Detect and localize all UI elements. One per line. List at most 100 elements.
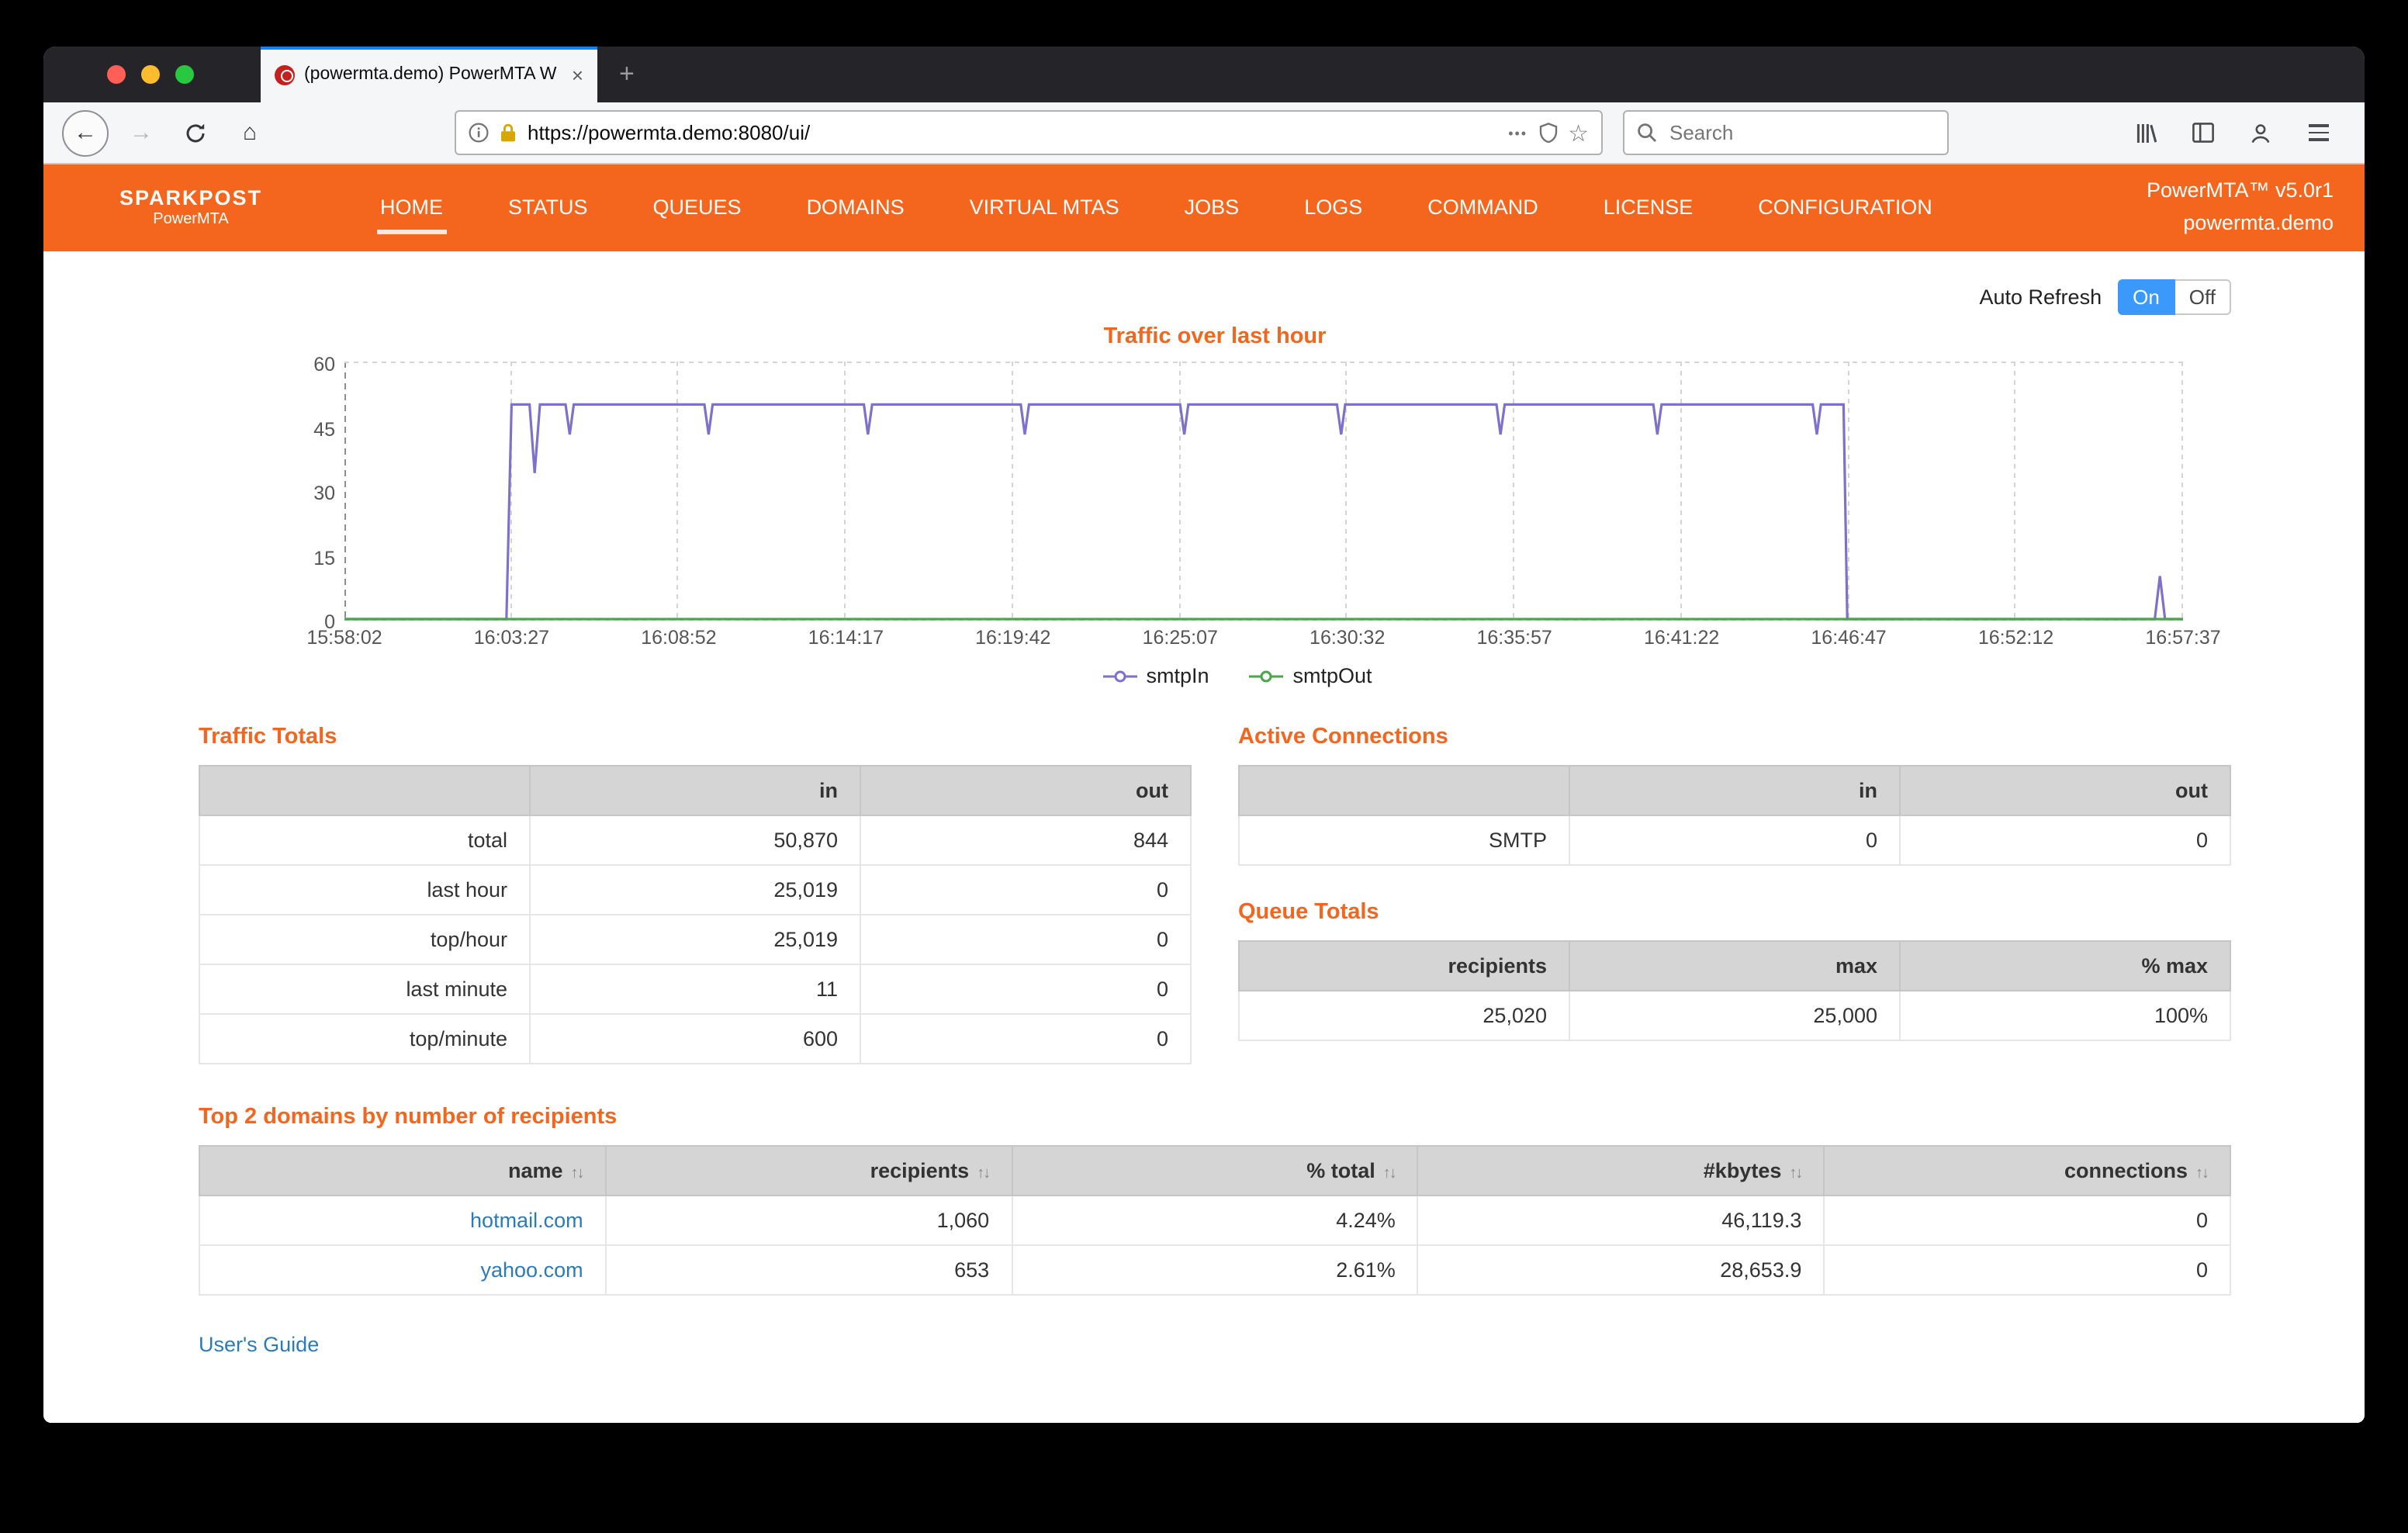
- x-tick-label: 16:41:22: [1644, 627, 1719, 649]
- legend-item-smtpIn[interactable]: smtpIn: [1102, 664, 1209, 687]
- traffic-totals-title: Traffic Totals: [199, 725, 1192, 749]
- minimize-traffic-light[interactable]: [141, 65, 160, 84]
- url-bar[interactable]: https://powermta.demo:8080/ui/ ••• ☆: [455, 110, 1603, 155]
- shield-icon[interactable]: [1538, 123, 1557, 143]
- nav-item-domains[interactable]: DOMAINS: [774, 182, 937, 234]
- x-tick-label: 16:08:52: [641, 627, 716, 649]
- toolbar-right-icons: [2124, 111, 2346, 154]
- back-button[interactable]: ←: [62, 109, 109, 156]
- chart-x-axis: 15:58:0216:03:2716:08:5216:14:1716:19:42…: [344, 621, 2183, 652]
- x-tick-label: 16:46:47: [1811, 627, 1886, 649]
- y-tick-label: 15: [313, 547, 335, 569]
- sparkpost-logo[interactable]: SPARKPOST PowerMTA: [74, 186, 307, 230]
- sort-icon[interactable]: ↑↓: [977, 1165, 989, 1182]
- x-tick-label: 16:19:42: [975, 627, 1050, 649]
- sort-icon[interactable]: ↑↓: [1383, 1165, 1396, 1182]
- nav-item-home[interactable]: HOME: [348, 182, 476, 234]
- close-traffic-light[interactable]: [107, 65, 126, 84]
- brand-name: SPARKPOST: [74, 186, 307, 211]
- new-tab-button[interactable]: +: [619, 59, 635, 90]
- nav-item-jobs[interactable]: JOBS: [1152, 182, 1272, 234]
- active-connections-table: inoutSMTP00: [1238, 765, 2231, 866]
- search-input[interactable]: [1666, 119, 1935, 146]
- top-domains-section: Top 2 domains by number of recipients na…: [199, 1105, 2231, 1296]
- version-block: PowerMTA™ v5.0r1 powermta.demo: [2147, 175, 2334, 241]
- domain-link[interactable]: hotmail.com: [470, 1209, 583, 1232]
- account-icon[interactable]: [2239, 111, 2282, 154]
- search-icon: [1637, 123, 1657, 143]
- nav-item-virtual-mtas[interactable]: VIRTUAL MTAS: [937, 182, 1152, 234]
- nav-item-command[interactable]: COMMAND: [1395, 182, 1571, 234]
- column-header[interactable]: name↑↓: [199, 1146, 606, 1196]
- nav-item-queues[interactable]: QUEUES: [621, 182, 774, 234]
- table-row: total50,870844: [199, 815, 1191, 865]
- search-box[interactable]: [1623, 110, 1949, 155]
- brand-product: PowerMTA: [74, 211, 307, 230]
- home-button[interactable]: ⌂: [228, 111, 272, 154]
- x-tick-label: 15:58:02: [306, 627, 382, 649]
- column-header: % max: [1900, 941, 2230, 991]
- site-favicon-icon: [275, 64, 295, 85]
- legend-item-smtpOut[interactable]: smtpOut: [1250, 664, 1372, 687]
- x-tick-label: 16:14:17: [808, 627, 884, 649]
- url-text[interactable]: https://powermta.demo:8080/ui/: [528, 121, 1497, 144]
- nav-item-configuration[interactable]: CONFIGURATION: [1725, 182, 1965, 234]
- nav-item-status[interactable]: STATUS: [476, 182, 621, 234]
- table-row: SMTP00: [1239, 815, 2230, 865]
- table-row: last hour25,0190: [199, 865, 1191, 915]
- bookmark-star-icon[interactable]: ☆: [1568, 119, 1589, 147]
- legend-marker-icon: [1250, 668, 1284, 683]
- legend-label: smtpOut: [1293, 664, 1372, 687]
- library-icon[interactable]: [2124, 111, 2168, 154]
- column-header: out: [860, 766, 1191, 815]
- column-header: in: [530, 766, 860, 815]
- legend-marker-icon: [1102, 668, 1137, 683]
- chart-plot-area: [344, 362, 2183, 621]
- reload-button[interactable]: [174, 111, 217, 154]
- page-content: Auto Refresh On Off Traffic over last ho…: [43, 251, 2365, 1423]
- browser-tab-bar: (powermta.demo) PowerMTA W × +: [43, 47, 2365, 102]
- info-icon[interactable]: [469, 123, 489, 143]
- sort-icon[interactable]: ↑↓: [1789, 1165, 1801, 1182]
- forward-button[interactable]: →: [119, 111, 163, 154]
- sort-icon[interactable]: ↑↓: [571, 1165, 583, 1182]
- traffic-lights: [43, 47, 194, 102]
- chart-y-axis: 015304560: [292, 362, 338, 621]
- auto-refresh-toggle: On Off: [2117, 279, 2231, 315]
- zoom-traffic-light[interactable]: [175, 65, 194, 84]
- menu-icon[interactable]: [2296, 111, 2340, 154]
- nav-item-license[interactable]: LICENSE: [1571, 182, 1726, 234]
- x-tick-label: 16:03:27: [474, 627, 549, 649]
- column-header: [1239, 766, 1569, 815]
- column-header[interactable]: % total↑↓: [1012, 1146, 1418, 1196]
- column-header[interactable]: recipients↑↓: [606, 1146, 1012, 1196]
- auto-refresh-on-button[interactable]: On: [2117, 279, 2175, 315]
- page-actions-icon[interactable]: •••: [1508, 125, 1527, 140]
- column-header[interactable]: connections↑↓: [1824, 1146, 2230, 1196]
- column-header[interactable]: #kbytes↑↓: [1418, 1146, 1825, 1196]
- queue-totals-table: recipientsmax% max25,02025,000100%: [1238, 940, 2231, 1041]
- column-header: max: [1569, 941, 1900, 991]
- sort-icon[interactable]: ↑↓: [2195, 1165, 2208, 1182]
- users-guide-link[interactable]: User's Guide: [199, 1333, 319, 1356]
- main-nav-menu: HOMESTATUSQUEUESDOMAINSVIRTUAL MTASJOBSL…: [348, 182, 1965, 234]
- column-header: in: [1569, 766, 1900, 815]
- auto-refresh-row: Auto Refresh On Off: [199, 279, 2231, 315]
- table-row: last minute110: [199, 964, 1191, 1014]
- nav-item-logs[interactable]: LOGS: [1271, 182, 1395, 234]
- y-tick-label: 60: [313, 354, 335, 375]
- tab-close-icon[interactable]: ×: [572, 64, 583, 85]
- sidebar-icon[interactable]: [2181, 111, 2225, 154]
- x-tick-label: 16:57:37: [2145, 627, 2220, 649]
- browser-tab-active[interactable]: (powermta.demo) PowerMTA W ×: [261, 47, 597, 102]
- top-domains-table: name↑↓recipients↑↓% total↑↓#kbytes↑↓conn…: [199, 1145, 2231, 1296]
- domain-link[interactable]: yahoo.com: [481, 1258, 583, 1282]
- auto-refresh-off-button[interactable]: Off: [2175, 279, 2231, 315]
- table-row: 25,02025,000100%: [1239, 991, 2230, 1040]
- x-tick-label: 16:30:32: [1310, 627, 1385, 649]
- y-tick-label: 30: [313, 483, 335, 504]
- traffic-chart: 015304560 15:58:0216:03:2716:08:5216:14:…: [292, 362, 2183, 687]
- lock-icon[interactable]: [500, 123, 517, 143]
- column-header: recipients: [1239, 941, 1569, 991]
- queue-totals-title: Queue Totals: [1238, 900, 2231, 925]
